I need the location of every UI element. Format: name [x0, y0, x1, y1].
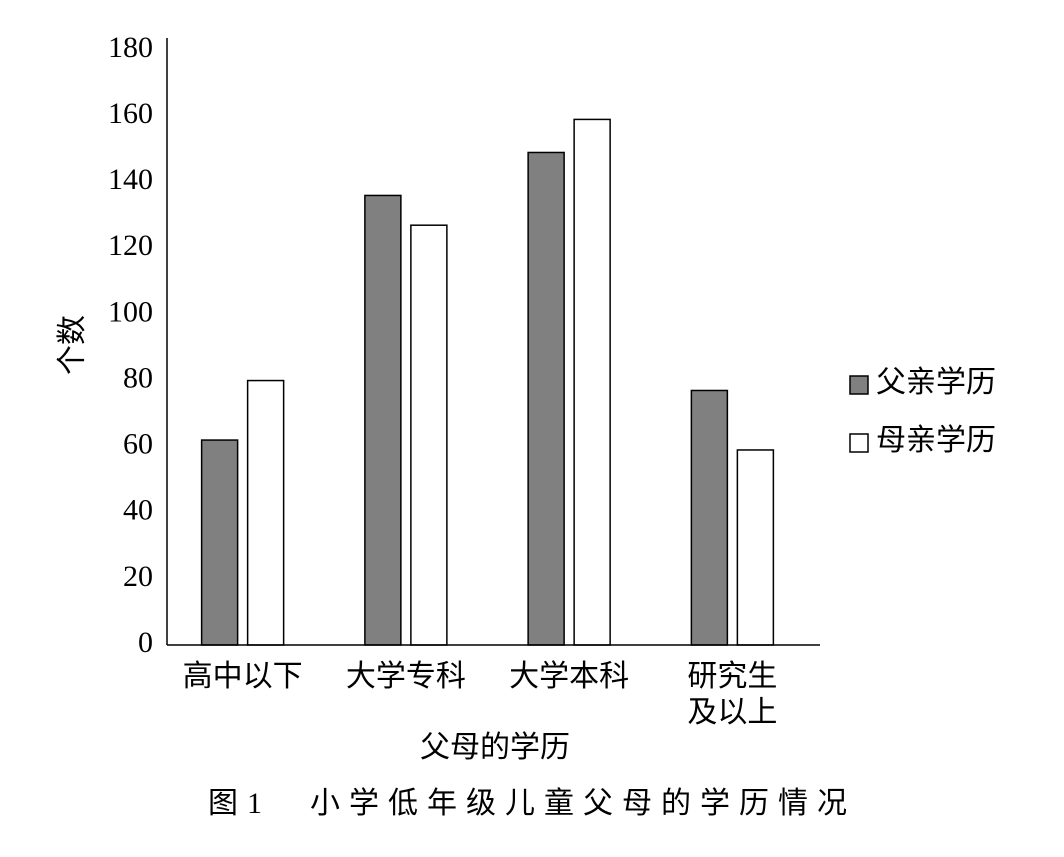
legend-swatch — [849, 433, 869, 453]
bar — [246, 379, 285, 646]
y-axis-label: 个数 — [56, 315, 89, 375]
x-axis-label: 父母的学历 — [420, 731, 570, 764]
bar — [410, 224, 448, 646]
bar — [736, 449, 775, 646]
legend-label: 父亲学历 — [876, 366, 996, 399]
bar — [527, 151, 565, 646]
x-tick-label: 研究生 及以上 — [687, 660, 778, 729]
y-tick-label: 160 — [108, 97, 153, 130]
caption: 图1 小学低年级儿童父母的学历情况 — [208, 787, 856, 820]
y-tick-label: 80 — [123, 361, 153, 394]
x-tick-label: 高中以下 — [182, 660, 303, 693]
bar — [573, 118, 611, 646]
x-tick-label: 大学本科 — [509, 660, 630, 693]
y-tick-label: 40 — [123, 494, 153, 527]
bar — [200, 439, 239, 646]
legend-swatch — [849, 375, 869, 395]
y-tick-label: 180 — [108, 31, 153, 64]
y-tick-label: 120 — [108, 229, 153, 262]
bar — [690, 389, 729, 646]
x-tick-label: 大学专科 — [345, 660, 466, 693]
y-tick-label: 140 — [108, 163, 153, 196]
bar — [364, 194, 402, 646]
legend-label: 母亲学历 — [876, 424, 996, 457]
y-tick-label: 100 — [108, 295, 153, 328]
y-tick-label: 60 — [123, 428, 153, 461]
y-tick-label: 20 — [123, 560, 153, 593]
y-tick-label: 0 — [138, 626, 153, 659]
